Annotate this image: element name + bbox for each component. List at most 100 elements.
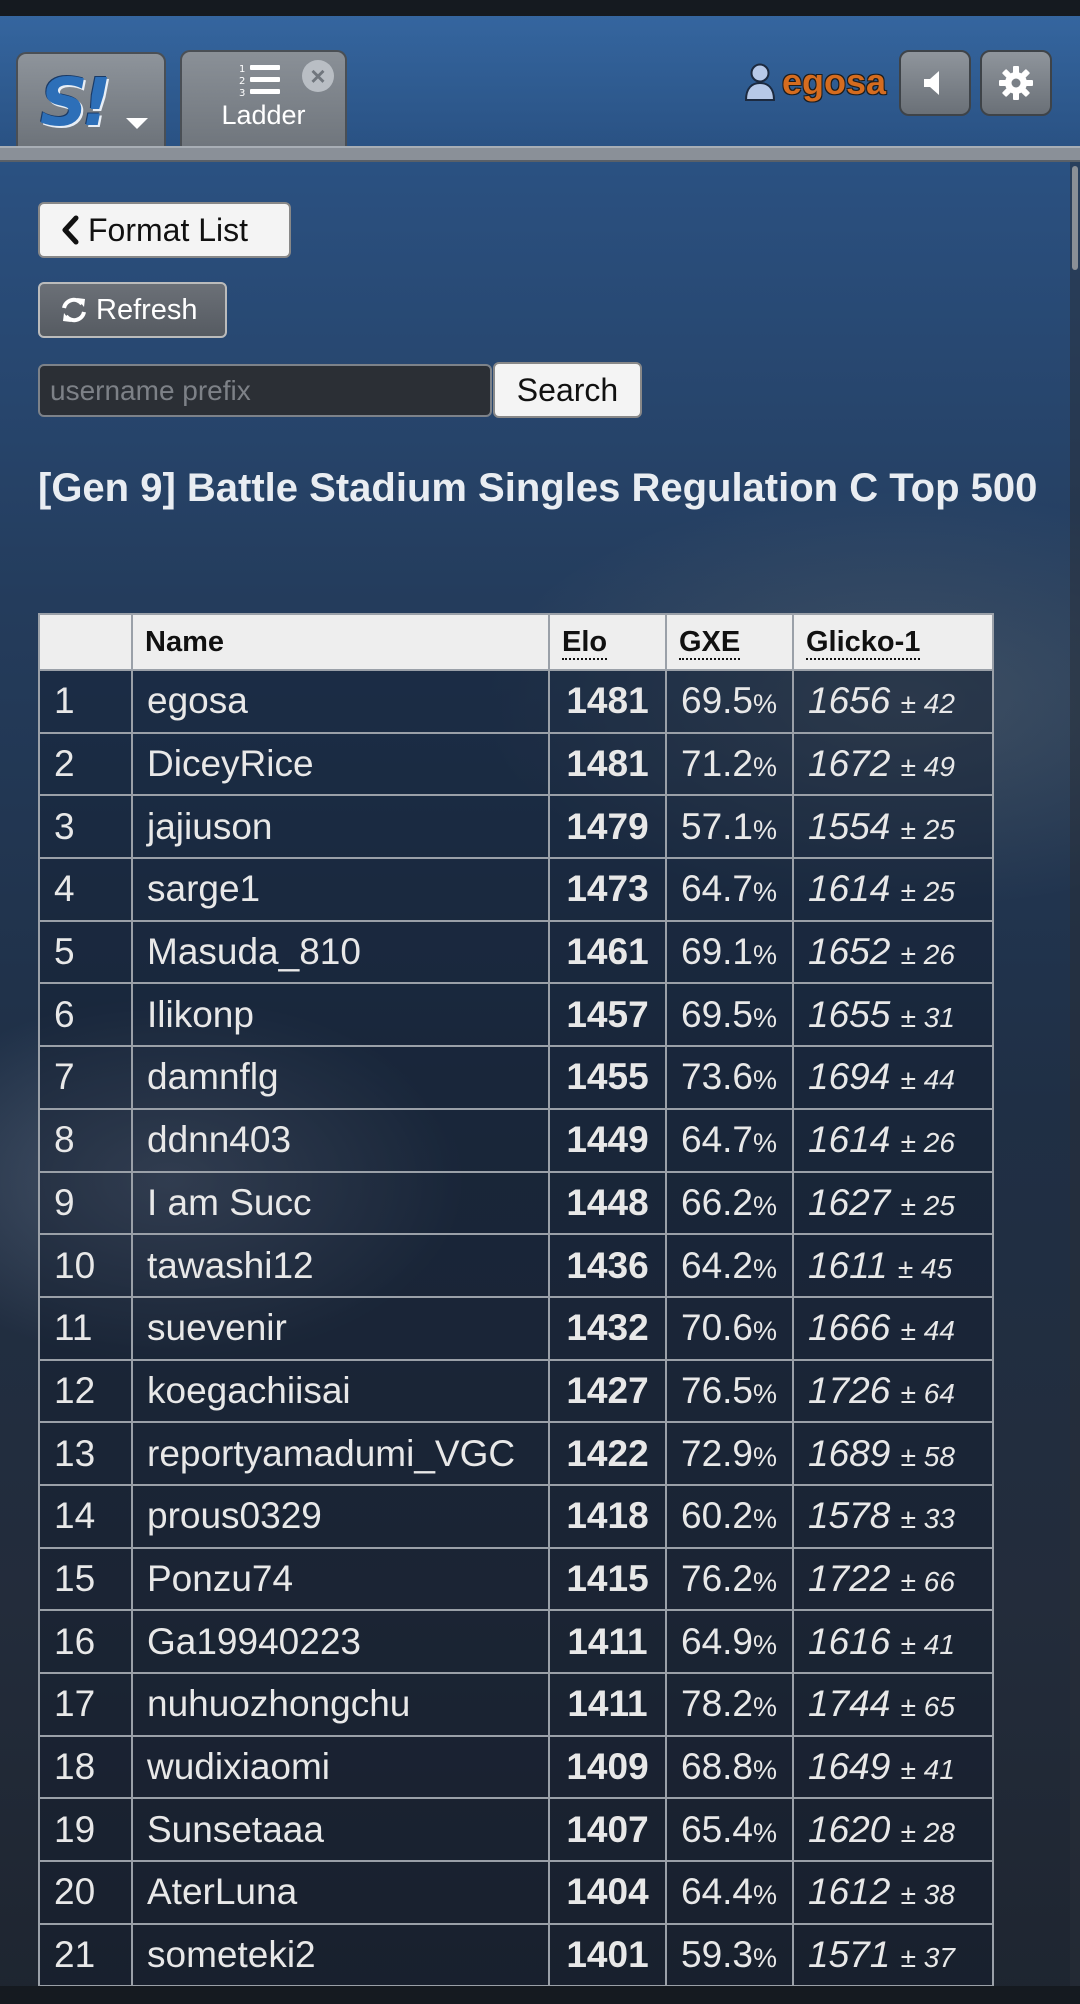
glicko-deviation: ± 31 — [900, 1001, 955, 1033]
rank-cell: 15 — [38, 1546, 133, 1612]
gxe-value: 64.4 — [681, 1871, 754, 1913]
percent-sign: % — [753, 877, 778, 908]
elo-cell: 1418 — [548, 1483, 667, 1549]
main-menu-tab[interactable]: S! — [16, 52, 166, 146]
elo-cell: 1411 — [548, 1672, 667, 1737]
elo-cell: 1455 — [548, 1045, 667, 1110]
rank-cell: 13 — [38, 1421, 133, 1486]
gxe-value: 72.9 — [681, 1432, 754, 1474]
sound-button[interactable] — [899, 50, 971, 116]
player-name-cell[interactable]: ddnn403 — [131, 1107, 550, 1173]
gxe-value: 70.6 — [681, 1307, 754, 1349]
player-name-cell[interactable]: AterLuna — [131, 1860, 550, 1925]
gxe-cell: 65.4% — [665, 1797, 794, 1863]
player-name-cell[interactable]: someteki2 — [131, 1922, 550, 1988]
glicko-deviation: ± 25 — [900, 876, 955, 908]
glicko-cell: 1656 ± 42 — [792, 669, 994, 734]
elo-cell: 1432 — [548, 1295, 667, 1361]
player-name-cell[interactable]: Masuda_810 — [131, 919, 550, 985]
glicko-deviation: ± 28 — [900, 1816, 955, 1848]
user-menu[interactable]: egosa — [744, 58, 886, 106]
tab-ladder-label: Ladder — [221, 100, 306, 130]
glicko-deviation: ± 65 — [900, 1691, 955, 1723]
refresh-icon — [60, 296, 88, 324]
table-header-row: Name Elo GXE Glicko-1 — [38, 613, 994, 671]
elo-cell: 1415 — [548, 1546, 667, 1612]
user-icon — [744, 63, 776, 101]
player-name-cell[interactable]: Sunsetaaa — [131, 1797, 550, 1863]
gxe-cell: 66.2% — [665, 1170, 794, 1236]
elo-cell: 1411 — [548, 1609, 667, 1674]
gxe-cell: 64.7% — [665, 857, 794, 922]
refresh-button[interactable]: Refresh — [38, 282, 227, 338]
player-name-cell[interactable]: egosa — [131, 669, 550, 734]
glicko-deviation: ± 45 — [897, 1252, 953, 1284]
glicko-deviation: ± 64 — [900, 1377, 955, 1409]
percent-sign: % — [753, 1378, 778, 1409]
glicko-deviation: ± 41 — [900, 1754, 955, 1786]
rank-cell: 4 — [38, 857, 133, 922]
rank-cell: 20 — [38, 1860, 133, 1925]
format-list-label: Format List — [88, 211, 249, 248]
player-name-cell[interactable]: reportyamadumi_VGC — [131, 1421, 550, 1486]
elo-cell: 1448 — [548, 1170, 667, 1236]
player-name-cell[interactable]: tawashi12 — [131, 1233, 550, 1298]
glicko-deviation: ± 26 — [900, 939, 955, 971]
glicko-rating: 1672 — [808, 743, 891, 785]
column-header-gxe[interactable]: GXE — [665, 613, 794, 671]
gxe-cell: 69.1% — [665, 919, 794, 985]
player-name-cell[interactable]: jajiuson — [131, 794, 550, 860]
elo-cell: 1449 — [548, 1107, 667, 1173]
scrollbar-track[interactable] — [1070, 162, 1080, 1986]
svg-text:3: 3 — [239, 88, 245, 98]
player-name-cell[interactable]: koegachiisai — [131, 1358, 550, 1424]
tab-ladder[interactable]: 1 2 3 Ladder × — [180, 50, 347, 146]
glicko-rating: 1649 — [808, 1746, 891, 1788]
table-row: 10 tawashi12 1436 64.2% 1611 ± 45 — [38, 1233, 994, 1298]
gxe-cell: 57.1% — [665, 794, 794, 860]
gxe-value: 69.5 — [681, 993, 754, 1035]
showdown-logo-icon: S! — [40, 64, 112, 141]
close-icon[interactable]: × — [302, 60, 334, 92]
player-name-cell[interactable]: damnflg — [131, 1045, 550, 1110]
percent-sign: % — [753, 1316, 778, 1347]
username: egosa — [782, 61, 887, 102]
player-name-cell[interactable]: prous0329 — [131, 1483, 550, 1549]
glicko-rating: 1744 — [808, 1683, 891, 1725]
table-row: 20 AterLuna 1404 64.4% 1612 ± 38 — [38, 1860, 994, 1925]
column-header-elo[interactable]: Elo — [548, 613, 667, 671]
glicko-rating: 1620 — [808, 1808, 891, 1850]
table-row: 2 DiceyRice 1481 71.2% 1672 ± 49 — [38, 731, 994, 797]
gxe-value: 64.2 — [681, 1244, 754, 1286]
player-name-cell[interactable]: Ponzu74 — [131, 1546, 550, 1612]
gxe-value: 64.9 — [681, 1620, 754, 1662]
player-name-cell[interactable]: sarge1 — [131, 857, 550, 922]
search-button[interactable]: Search — [493, 362, 642, 418]
settings-button[interactable] — [980, 50, 1052, 116]
chevron-left-icon — [60, 215, 80, 245]
player-name-cell[interactable]: wudixiaomi — [131, 1734, 550, 1800]
glicko-rating: 1666 — [808, 1307, 891, 1349]
table-row: 16 Ga19940223 1411 64.9% 1616 ± 41 — [38, 1609, 994, 1674]
player-name-cell[interactable]: nuhuozhongchu — [131, 1672, 550, 1737]
glicko-cell: 1722 ± 66 — [792, 1546, 994, 1612]
elo-cell: 1401 — [548, 1922, 667, 1988]
player-name-cell[interactable]: Ilikonp — [131, 982, 550, 1048]
gxe-cell: 68.8% — [665, 1734, 794, 1800]
rank-cell: 16 — [38, 1609, 133, 1674]
player-name-cell[interactable]: I am Succ — [131, 1170, 550, 1236]
player-name-cell[interactable]: Ga19940223 — [131, 1609, 550, 1674]
glicko-rating: 1689 — [808, 1432, 891, 1474]
glicko-deviation: ± 25 — [900, 1189, 955, 1221]
player-name-cell[interactable]: suevenir — [131, 1295, 550, 1361]
table-row: 15 Ponzu74 1415 76.2% 1722 ± 66 — [38, 1546, 994, 1612]
scrollbar-thumb[interactable] — [1072, 166, 1078, 270]
player-name-cell[interactable]: DiceyRice — [131, 731, 550, 797]
ladder-title: [Gen 9] Battle Stadium Singles Regulatio… — [38, 466, 1038, 510]
format-list-button[interactable]: Format List — [38, 202, 291, 258]
rank-cell: 11 — [38, 1295, 133, 1361]
username-search-input[interactable] — [38, 364, 492, 417]
elo-cell: 1436 — [548, 1233, 667, 1298]
column-header-glicko[interactable]: Glicko-1 — [792, 613, 994, 671]
glicko-rating: 1722 — [808, 1557, 891, 1599]
